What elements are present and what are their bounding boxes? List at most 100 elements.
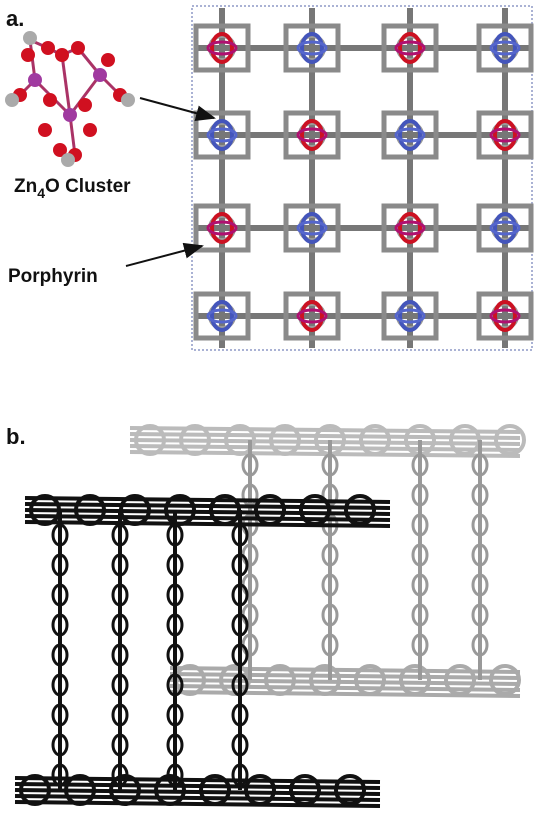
node	[493, 119, 517, 151]
phenyl	[111, 553, 129, 577]
phenyl	[471, 543, 489, 567]
phenyl	[241, 453, 259, 477]
ring	[199, 774, 231, 806]
porphyrin-ring	[476, 110, 534, 160]
phenyl	[411, 543, 429, 567]
node	[489, 220, 521, 236]
porphyrin-label: Porphyrin	[8, 266, 98, 287]
porphyrin-ring	[283, 110, 341, 160]
panel-b-label: b.	[6, 424, 26, 449]
ring	[299, 494, 331, 526]
phenyl	[111, 733, 129, 757]
phenyl	[231, 523, 249, 547]
node	[206, 220, 238, 236]
phenyl	[471, 603, 489, 627]
layer	[169, 672, 521, 680]
phenyl	[471, 513, 489, 537]
phenyl	[166, 643, 184, 667]
layer	[14, 788, 381, 796]
phenyl	[111, 643, 129, 667]
node	[398, 212, 422, 244]
cluster-label-subscript: 4	[37, 185, 45, 201]
phenyl	[231, 553, 249, 577]
phenyl	[411, 453, 429, 477]
porphyrin-ring	[193, 291, 251, 341]
ring	[264, 664, 296, 696]
ring	[494, 424, 526, 456]
node	[493, 300, 517, 332]
carbon	[23, 31, 37, 45]
porphyrin-ring	[193, 203, 251, 253]
phenyl	[321, 453, 339, 477]
carbon	[61, 153, 75, 167]
phenyl	[51, 643, 69, 667]
frame-box	[191, 5, 533, 351]
porphyrin-ring	[283, 203, 341, 253]
node	[210, 119, 234, 151]
phenyl	[51, 703, 69, 727]
phenyl	[51, 763, 69, 787]
node	[398, 300, 422, 332]
node	[210, 300, 234, 332]
ring	[224, 424, 256, 456]
ring	[444, 664, 476, 696]
zinc	[28, 73, 42, 87]
node	[398, 119, 422, 151]
layer	[24, 514, 391, 522]
cluster-label: Zn4O Cluster	[14, 176, 131, 201]
layer	[24, 508, 391, 516]
phenyl	[111, 613, 129, 637]
phenyl	[471, 573, 489, 597]
ring	[134, 424, 166, 456]
node	[296, 127, 328, 143]
ring	[179, 424, 211, 456]
node	[489, 308, 521, 324]
ring	[309, 664, 341, 696]
porphyrin-ring	[476, 23, 534, 73]
oxygen	[71, 41, 85, 55]
phenyl	[411, 513, 429, 537]
phenyl	[231, 643, 249, 667]
node	[300, 32, 324, 64]
phenyl	[166, 763, 184, 787]
ring	[344, 494, 376, 526]
phenyl	[51, 583, 69, 607]
ring	[354, 664, 386, 696]
phenyl	[111, 763, 129, 787]
ring	[334, 774, 366, 806]
oxygen	[53, 143, 67, 157]
node	[300, 212, 324, 244]
phenyl	[321, 543, 339, 567]
node	[398, 32, 422, 64]
phenyl	[166, 733, 184, 757]
phenyl	[166, 673, 184, 697]
oxygen	[43, 93, 57, 107]
porphyrin-ring	[476, 291, 534, 341]
phenyl	[411, 573, 429, 597]
arrow	[125, 242, 204, 267]
node	[493, 32, 517, 64]
node	[394, 308, 426, 324]
porphyrin-ring	[193, 110, 251, 160]
porphyrin-ring	[283, 291, 341, 341]
phenyl	[231, 763, 249, 787]
bond	[60, 54, 72, 116]
panel-a-label: a.	[6, 6, 24, 31]
phenyl	[471, 483, 489, 507]
phenyl	[231, 583, 249, 607]
porphyrin-ring	[193, 23, 251, 73]
cluster-model	[5, 31, 135, 167]
porphyrin-ring	[381, 291, 439, 341]
porphyrin-ring	[283, 23, 341, 73]
node	[394, 40, 426, 56]
phenyl	[231, 703, 249, 727]
layer	[24, 520, 391, 528]
phenyl	[51, 553, 69, 577]
node	[493, 212, 517, 244]
ring	[399, 664, 431, 696]
cluster-label-base: Zn	[14, 176, 37, 197]
oxygen	[38, 123, 52, 137]
phenyl	[166, 613, 184, 637]
node	[210, 32, 234, 64]
